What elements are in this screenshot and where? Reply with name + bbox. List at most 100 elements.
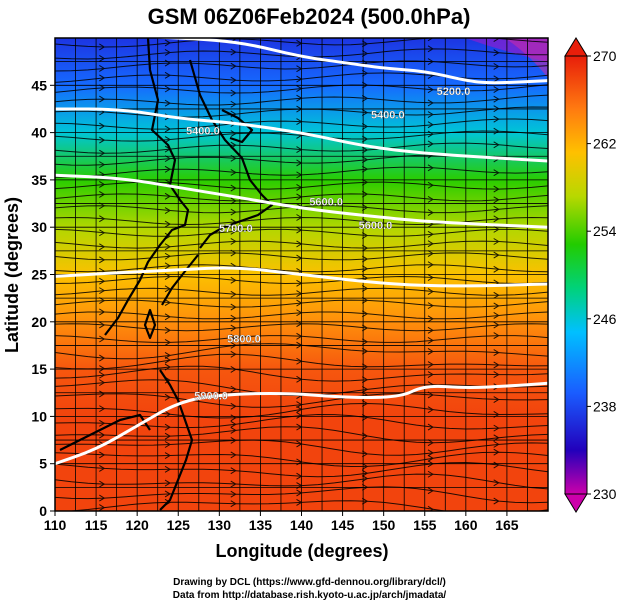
contour-label: 5600.0	[359, 220, 393, 232]
streamline-arrow	[361, 347, 369, 355]
streamline-arrow	[99, 74, 106, 82]
x-tick-label: 125	[167, 517, 191, 533]
plot-area: 5200.0 5400.0 5400.0 5600.0 5600.0 5700.0 5800…	[55, 38, 548, 511]
streamline-arrow	[230, 303, 237, 311]
contour-label: 5200.0	[437, 86, 471, 98]
streamline-arrow	[164, 299, 172, 306]
streamline-arrow	[164, 351, 172, 359]
streamline-arrow	[99, 243, 106, 251]
streamline-arrow	[427, 164, 434, 172]
streamline-arrow	[230, 467, 237, 475]
contour-label: 5400.0	[371, 109, 405, 121]
contour-5200-0	[144, 38, 548, 85]
streamline-arrow	[427, 487, 434, 495]
streamline-arrow	[164, 243, 172, 251]
contour-label: 5800.0	[227, 334, 261, 346]
streamline-arrow	[427, 454, 434, 462]
streamline-arrow	[361, 123, 369, 130]
streamline-arrow	[361, 135, 369, 143]
streamline-arrow	[427, 250, 434, 257]
streamline-arrow	[427, 140, 434, 148]
streamline-arrow	[99, 43, 106, 51]
streamline-arrow	[493, 205, 500, 213]
streamline-arrow	[99, 419, 106, 427]
streamline-arrow	[493, 361, 500, 369]
streamline-arrow	[361, 255, 369, 263]
streamline-arrow	[427, 371, 434, 378]
streamline-arrow	[164, 85, 172, 93]
colorbar-ticks: 230 238 246 254 262 270	[587, 48, 617, 502]
x-tick-label: 120	[125, 517, 149, 533]
streamline-arrow	[427, 240, 434, 248]
streamline-arrow	[493, 196, 500, 204]
streamline-arrow	[164, 192, 172, 200]
streamline-arrow	[164, 220, 172, 228]
colorbar-scale	[564, 55, 588, 495]
streamline-arrow	[164, 356, 172, 364]
streamline-arrow	[99, 465, 106, 472]
contour-label: 5700.0	[219, 223, 253, 235]
streamline-arrow	[427, 274, 434, 281]
streamline-arrow	[493, 169, 500, 177]
streamline-arrow	[99, 161, 106, 169]
streamline-arrow	[427, 288, 434, 295]
streamline-arrow	[427, 337, 434, 344]
streamline-arrow	[230, 490, 237, 498]
y-tick-label: 5	[39, 456, 47, 472]
y-tick-label: 0	[39, 503, 47, 519]
streamline-arrow	[99, 354, 106, 362]
credit-drawing: Drawing by DCL (https://www.gfd-dennou.o…	[173, 577, 446, 588]
y-tick-label: 25	[31, 267, 47, 283]
coastline-philippines	[159, 369, 194, 511]
contour-5600-0	[55, 173, 548, 229]
streamline-arrow	[493, 185, 500, 193]
streamline-arrow	[493, 95, 500, 103]
streamline-arrow	[99, 55, 106, 62]
streamline-arrow	[230, 197, 237, 205]
streamline-arrow	[164, 393, 172, 401]
streamline-arrow	[427, 315, 434, 323]
streamline-arrow	[493, 215, 500, 223]
colorbar-tick-label: 262	[593, 136, 617, 152]
contour-5400-0	[55, 107, 548, 163]
lat-lon-grid	[55, 38, 548, 511]
y-tick-label: 15	[31, 361, 47, 377]
streamline-arrow	[230, 184, 237, 192]
streamline-arrow	[427, 261, 434, 269]
streamline-arrow	[230, 100, 237, 108]
colorbar-tick-label: 246	[593, 311, 617, 327]
streamline-arrow	[361, 165, 369, 173]
streamline-arrow	[164, 441, 172, 448]
streamline-arrow	[230, 227, 237, 235]
streamline-arrow	[361, 463, 369, 470]
x-tick-label: 130	[208, 517, 232, 533]
streamline-arrow	[361, 218, 369, 226]
streamline-arrow	[99, 308, 106, 316]
colorbar-bottom-arrow	[564, 493, 588, 513]
streamline-arrow	[230, 208, 237, 216]
streamline-arrow	[99, 229, 106, 237]
streamline-arrow	[493, 265, 500, 273]
streamline-arrow	[230, 385, 237, 393]
colorbar-tick-label: 238	[593, 398, 617, 414]
streamline-arrow	[164, 262, 172, 270]
streamline-arrow	[427, 361, 434, 368]
streamline-arrow	[99, 371, 106, 379]
y-tick-label: 40	[31, 125, 47, 141]
streamline-arrow	[493, 141, 500, 149]
streamline-arrow	[493, 63, 500, 70]
streamline-arrow	[427, 45, 434, 53]
streamline-arrow	[427, 423, 434, 431]
streamline-arrow	[361, 450, 369, 458]
streamline-arrow	[493, 115, 500, 123]
streamline-arrow	[230, 169, 237, 176]
streamline-arrow	[99, 149, 106, 157]
streamline-arrow	[99, 122, 106, 130]
streamline-arrow	[164, 49, 172, 56]
streamline-arrow	[493, 49, 500, 57]
coastlines	[59, 38, 274, 511]
streamline-arrow	[99, 365, 106, 372]
streamline-arrow	[427, 86, 434, 94]
streamline-arrow	[427, 111, 434, 118]
